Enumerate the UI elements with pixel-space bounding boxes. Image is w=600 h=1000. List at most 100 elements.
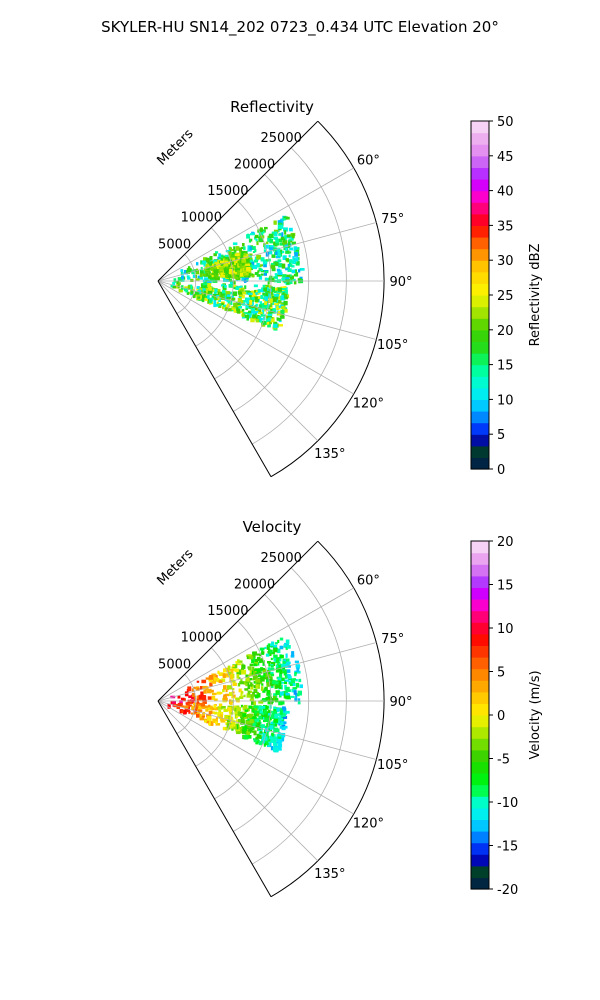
echo-gate (177, 695, 181, 699)
echo-gate (272, 300, 275, 305)
range-ring (214, 620, 272, 800)
echo-gate (244, 268, 248, 272)
colorbar-band (471, 865, 489, 878)
echo-gate (258, 236, 263, 242)
echo-gate (267, 728, 273, 732)
echo-gate (265, 277, 270, 281)
echo-gate (237, 308, 241, 314)
echo-gate (204, 297, 208, 301)
echo-gate (203, 689, 207, 694)
echo-gate (225, 693, 230, 697)
echo-gate (257, 289, 260, 294)
echo-gate (260, 312, 263, 316)
echo-gate (217, 711, 221, 717)
echo-gate (278, 662, 281, 665)
echo-gate (199, 295, 202, 300)
echo-gate (230, 261, 235, 265)
echo-gate (208, 289, 213, 294)
echo-gate (293, 690, 297, 695)
echo-gate (276, 247, 281, 253)
echo-gate (295, 693, 300, 697)
echo-gate (257, 316, 261, 321)
echo-gate (186, 270, 190, 274)
echo-gate (285, 277, 290, 280)
echo-gate (205, 708, 209, 712)
echo-gate (172, 282, 176, 286)
echo-gate (249, 725, 255, 729)
echo-gate (226, 277, 230, 282)
echo-gate (256, 274, 261, 277)
echo-gate (250, 317, 255, 323)
echo-gate (194, 291, 200, 295)
echo-gate (241, 251, 246, 256)
echo-gate (282, 238, 286, 243)
echo-gate (286, 274, 291, 278)
colorbar-band (471, 341, 489, 354)
echo-gate (202, 685, 208, 689)
echo-gate (239, 263, 242, 268)
colorbar-band (471, 144, 489, 157)
colorbar-tick-label: 10 (497, 393, 514, 408)
echo-gate (258, 705, 264, 710)
echo-gate (213, 711, 218, 715)
echo-gate (257, 671, 262, 675)
echo-gate (213, 293, 218, 297)
azimuth-tick-label: 60° (357, 574, 380, 589)
echo-gate (286, 645, 291, 649)
echo-gate (264, 725, 267, 728)
azimuth-gridline (157, 280, 377, 340)
echo-gate (270, 721, 275, 726)
echo-gate (295, 692, 298, 698)
colorbar-band (471, 807, 489, 820)
echo-gate (207, 696, 212, 700)
echo-gate (269, 238, 273, 244)
echo-gate (279, 657, 282, 662)
echo-gate (255, 311, 258, 315)
echo-gate (227, 685, 232, 690)
echo-gate (199, 272, 203, 278)
echo-gate (272, 297, 277, 303)
echo-gate (247, 313, 252, 316)
echo-gate (270, 676, 273, 681)
echo-gate (208, 286, 212, 291)
echo-gate (245, 263, 250, 266)
echo-gate (206, 273, 209, 277)
echo-gate (193, 686, 196, 689)
echo-gate (263, 245, 267, 249)
echo-gate (263, 249, 267, 253)
echo-gate (250, 705, 255, 709)
echo-gate (264, 301, 267, 305)
echo-gate (275, 658, 280, 664)
echo-gate (232, 285, 237, 288)
echo-gate (250, 267, 253, 271)
echo-gate (270, 685, 274, 689)
echo-gate (281, 277, 286, 282)
echo-gate (228, 710, 233, 714)
echo-gate (254, 662, 258, 665)
echo-gate (213, 303, 217, 308)
colorbar-band (471, 445, 489, 458)
echo-gate (249, 253, 253, 256)
range-tick-label: 20000 (234, 158, 275, 173)
echo-gate (208, 710, 213, 715)
colorbar-band (471, 411, 489, 424)
echo-gate (223, 269, 229, 273)
echo-gate (204, 719, 208, 723)
echo-gate (179, 705, 185, 708)
echo-gate (281, 664, 285, 668)
echo-gate (218, 298, 221, 302)
echo-gate (279, 708, 284, 713)
echo-gate (259, 289, 265, 293)
echo-gate (190, 284, 193, 290)
colorbar-band (471, 202, 489, 215)
echo-gate (177, 277, 183, 282)
range-ring (195, 647, 234, 767)
echo-gate (193, 696, 196, 701)
echo-gate (179, 700, 183, 706)
echo-gate (181, 710, 184, 714)
echo-gate (280, 236, 286, 241)
echo-gate (250, 682, 253, 687)
azimuth-gridline (157, 642, 377, 702)
echo-gate (223, 264, 229, 267)
echo-gate (256, 241, 259, 246)
